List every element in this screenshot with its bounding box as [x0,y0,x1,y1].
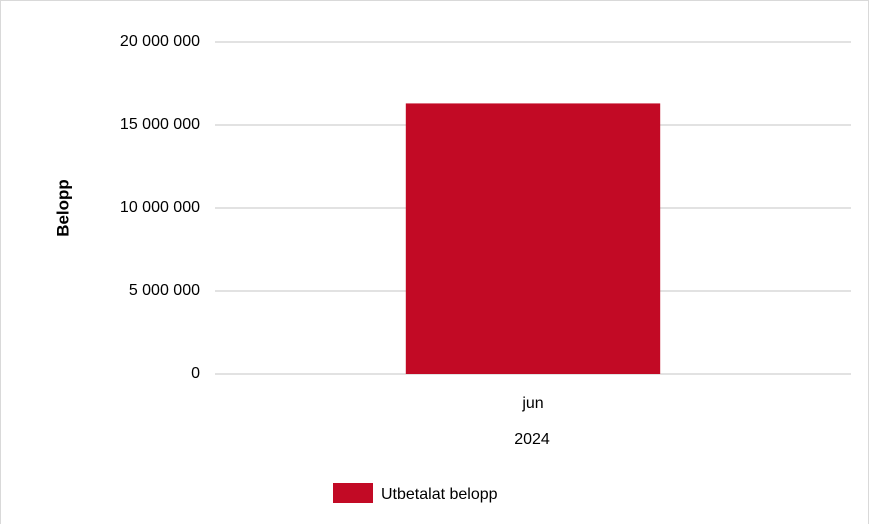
x-tick-labels: jun [521,395,543,412]
x-group-label: 2024 [514,431,550,448]
y-tick-label: 20 000 000 [120,33,200,50]
legend-label-utbetalat-belopp: Utbetalat belopp [381,486,498,503]
y-tick-label: 10 000 000 [120,199,200,216]
y-tick-labels: 0 5 000 000 10 000 000 15 000 000 20 000 000 [120,33,200,382]
y-tick-label: 15 000 000 [120,116,200,133]
bar-jun[interactable] [405,103,661,375]
bars [405,103,661,375]
x-tick-label: jun [521,395,543,412]
y-axis-title: Belopp [53,179,72,237]
legend: Utbetalat belopp [333,483,498,503]
legend-swatch [333,483,373,503]
y-tick-label: 0 [191,365,200,382]
y-tick-label: 5 000 000 [129,282,200,299]
